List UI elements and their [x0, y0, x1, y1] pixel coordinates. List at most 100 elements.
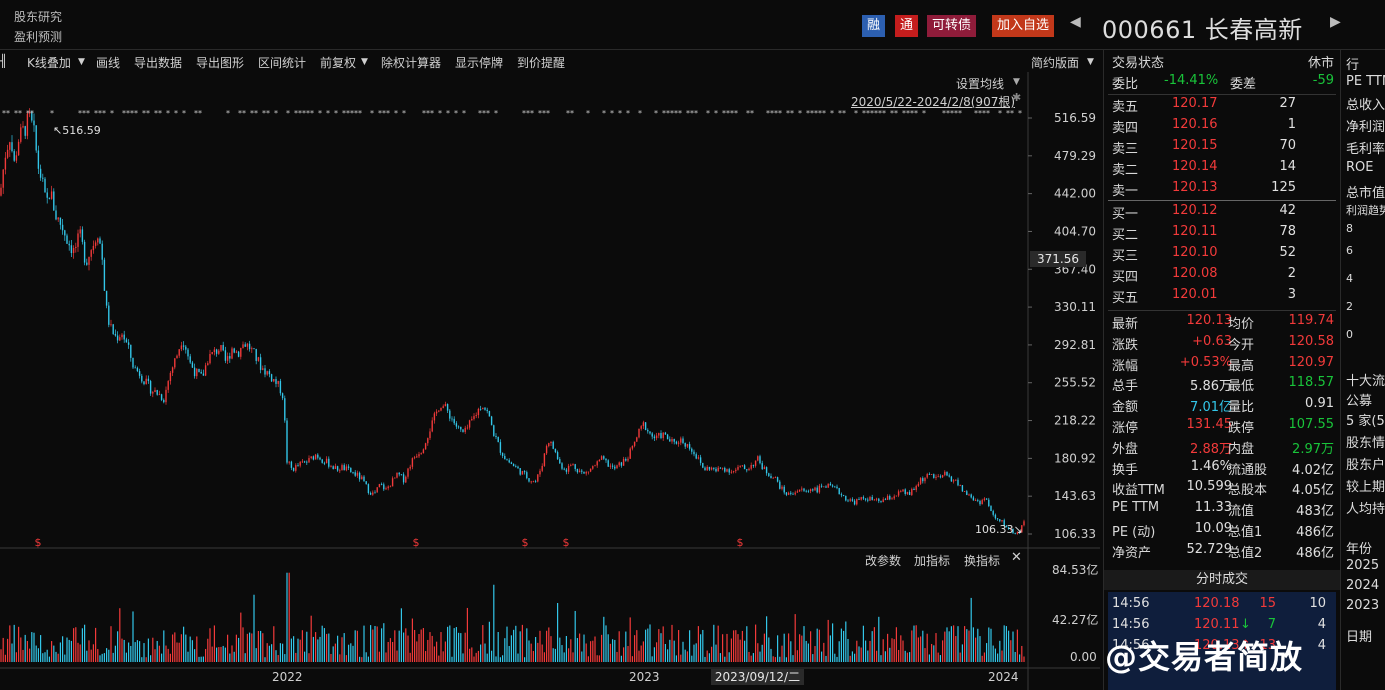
suspension-marker[interactable]: *: [378, 109, 382, 118]
suspension-marker[interactable]: *: [902, 109, 906, 118]
suspension-marker[interactable]: *: [146, 109, 150, 118]
tick-trades-title[interactable]: 分时成交: [1104, 570, 1340, 590]
chart-canvas[interactable]: 516.59479.29442.00404.70367.40330.11292.…: [0, 72, 1100, 690]
asks-row[interactable]: 卖三 120.15 70: [1104, 138, 1340, 159]
suspension-marker[interactable]: *: [838, 109, 842, 118]
toolbar-export-data[interactable]: 导出数据: [134, 56, 183, 70]
suspension-marker[interactable]: *: [446, 109, 450, 118]
chevron-down-icon[interactable]: ▼: [1013, 77, 1020, 87]
suspension-marker[interactable]: *: [546, 109, 550, 118]
tick-trades-list[interactable]: 14:56 120.18 15 10 14:56 120.11 ↓ 7 4 14:56 120.13…: [1108, 592, 1336, 690]
suspension-marker[interactable]: *: [14, 109, 18, 118]
suspension-marker[interactable]: *: [166, 109, 170, 118]
suspension-marker[interactable]: *: [806, 109, 810, 118]
suspension-marker[interactable]: *: [854, 109, 858, 118]
suspension-marker[interactable]: *: [906, 109, 910, 118]
fundamental-item[interactable]: 较上期: [1346, 480, 1385, 495]
suspension-marker[interactable]: *: [50, 109, 54, 118]
suspension-marker[interactable]: *: [318, 109, 322, 118]
suspension-marker[interactable]: *: [986, 109, 990, 118]
suspension-marker[interactable]: *: [310, 109, 314, 118]
tab-earnings-forecast[interactable]: 盈利预测: [14, 30, 63, 44]
suspension-marker[interactable]: *: [870, 109, 874, 118]
suspension-marker[interactable]: *: [334, 109, 338, 118]
toolbar-simple-layout[interactable]: 简约版面: [1031, 56, 1080, 70]
toolbar-range-stats[interactable]: 区间统计: [258, 56, 307, 70]
suspension-marker[interactable]: *: [274, 109, 278, 118]
suspension-marker[interactable]: *: [958, 109, 962, 118]
fundamental-item[interactable]: 公募: [1346, 394, 1373, 409]
fundamental-item[interactable]: ROE: [1346, 160, 1374, 175]
switch-indicator-link[interactable]: 换指标: [964, 554, 1001, 568]
suspension-marker[interactable]: *: [726, 109, 730, 118]
tick-trade-row[interactable]: 14:56 120.18 15 10: [1108, 596, 1336, 616]
toolbar-draw[interactable]: 画线: [96, 56, 121, 70]
suspension-marker[interactable]: *: [874, 109, 878, 118]
suspension-marker[interactable]: *: [426, 109, 430, 118]
suspension-marker[interactable]: *: [402, 109, 406, 118]
suspension-marker[interactable]: *: [350, 109, 354, 118]
suspension-marker[interactable]: *: [878, 109, 882, 118]
suspension-marker[interactable]: *: [194, 109, 198, 118]
suspension-marker[interactable]: *: [126, 109, 130, 118]
kline-chart[interactable]: 516.59 479.29 442.00 404.70 367.40 330.11 292.…: [0, 72, 1100, 690]
suspension-marker[interactable]: *: [982, 109, 986, 118]
suspension-marker[interactable]: *: [238, 109, 242, 118]
suspension-marker[interactable]: *: [890, 109, 894, 118]
suspension-marker[interactable]: *: [666, 109, 670, 118]
suspension-marker[interactable]: *: [814, 109, 818, 118]
suspension-marker[interactable]: *: [266, 109, 270, 118]
suspension-marker[interactable]: *: [94, 109, 98, 118]
fundamental-item[interactable]: 0: [1346, 328, 1353, 341]
chevron-down-icon[interactable]: ▼: [1087, 57, 1094, 67]
suspension-marker[interactable]: *: [422, 109, 426, 118]
suspension-marker[interactable]: *: [638, 109, 642, 118]
fundamental-item[interactable]: 总收入: [1346, 98, 1385, 113]
suspension-marker[interactable]: *: [394, 109, 398, 118]
toolbar-forward-adjust[interactable]: 前复权: [320, 56, 357, 70]
suspension-marker[interactable]: *: [386, 109, 390, 118]
suspension-marker[interactable]: *: [942, 109, 946, 118]
suspension-marker[interactable]: *: [922, 109, 926, 118]
fundamental-item[interactable]: 6: [1346, 244, 1353, 257]
fundamental-item[interactable]: 5 家(5): [1346, 414, 1385, 429]
suspension-marker[interactable]: *: [1018, 109, 1022, 118]
suspension-marker[interactable]: *: [298, 109, 302, 118]
suspension-marker[interactable]: *: [914, 109, 918, 118]
pin-icon[interactable]: ✱: [1012, 91, 1022, 104]
asks-row[interactable]: 卖五 120.17 27: [1104, 96, 1340, 117]
dividend-marker[interactable]: $: [413, 536, 420, 549]
toolbar-cut-item[interactable]: ╢: [0, 54, 8, 68]
suspension-marker[interactable]: *: [254, 109, 258, 118]
suspension-marker[interactable]: *: [810, 109, 814, 118]
suspension-marker[interactable]: *: [786, 109, 790, 118]
fundamental-item[interactable]: 日期: [1346, 630, 1373, 645]
toolbar-k-overlay[interactable]: K线叠加: [27, 56, 71, 70]
connect-badge[interactable]: 通: [895, 15, 919, 37]
suspension-marker[interactable]: *: [250, 109, 254, 118]
suspension-marker[interactable]: *: [774, 109, 778, 118]
bids-row[interactable]: 买二 120.11 78: [1104, 224, 1340, 245]
suspension-marker[interactable]: *: [242, 109, 246, 118]
suspension-marker[interactable]: *: [690, 109, 694, 118]
fundamental-item[interactable]: 总市值: [1346, 186, 1385, 201]
triangle-right-icon[interactable]: ▶: [1330, 14, 1341, 30]
fundamental-item[interactable]: 毛利率: [1346, 142, 1385, 157]
suspension-marker[interactable]: *: [182, 109, 186, 118]
suspension-marker[interactable]: *: [82, 109, 86, 118]
suspension-marker[interactable]: *: [974, 109, 978, 118]
suspension-marker[interactable]: *: [430, 109, 434, 118]
suspension-marker[interactable]: *: [370, 109, 374, 118]
suspension-marker[interactable]: *: [198, 109, 202, 118]
suspension-marker[interactable]: *: [1010, 109, 1014, 118]
toolbar-exright-calc[interactable]: 除权计算器: [381, 56, 442, 70]
suspension-marker[interactable]: *: [882, 109, 886, 118]
fundamental-item[interactable]: 十大流通: [1346, 374, 1385, 389]
fundamental-item[interactable]: 净利润: [1346, 120, 1385, 135]
suspension-marker[interactable]: *: [790, 109, 794, 118]
suspension-marker[interactable]: *: [706, 109, 710, 118]
suspension-marker[interactable]: *: [954, 109, 958, 118]
convertible-bond-badge[interactable]: 可转债: [927, 15, 977, 37]
suspension-marker[interactable]: *: [486, 109, 490, 118]
suspension-marker[interactable]: *: [306, 109, 310, 118]
